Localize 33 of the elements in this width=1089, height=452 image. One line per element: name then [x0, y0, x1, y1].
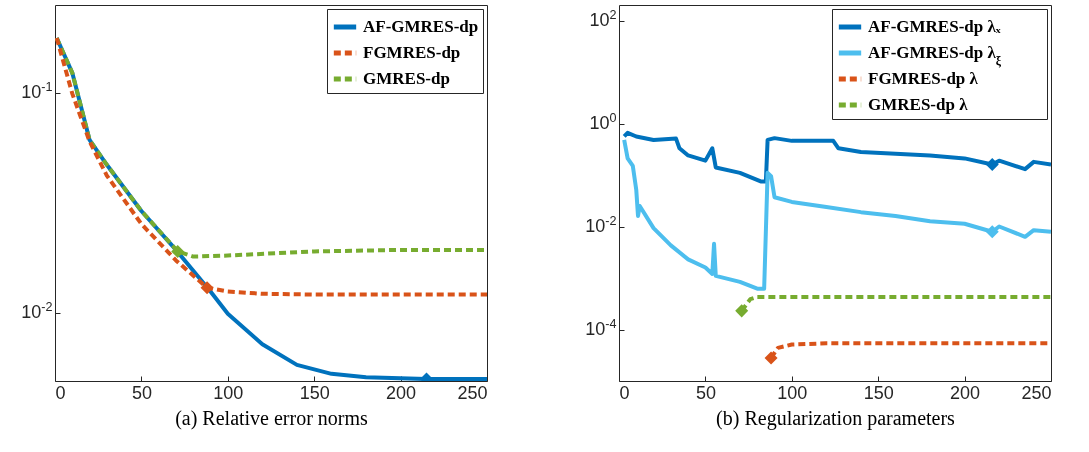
y-tick-label: 10$^{0}$ — [589, 111, 617, 133]
legend-label: AF-GMRES-dp λₓ — [868, 17, 1001, 36]
x-tick-label: 100 — [213, 382, 244, 403]
x-axis-title: (a) Relative error norms — [175, 406, 369, 430]
legend-label: FGMRES-dp — [363, 43, 461, 62]
y-tick-label: 10$^{-1}$ — [21, 80, 53, 103]
x-axis-title: (b) Regularization parameters — [716, 406, 956, 430]
x-tick-label: 0 — [619, 382, 630, 403]
x-tick-label: 200 — [386, 382, 417, 403]
point — [735, 304, 749, 318]
y-tick-label: 10$^{-2}$ — [21, 300, 53, 323]
x-tick-label: 150 — [299, 382, 330, 403]
x-tick-label: 150 — [863, 382, 894, 403]
x-tick-label: 0 — [55, 382, 66, 403]
legend-label: AF-GMRES-dp — [363, 17, 479, 36]
legend-label: AF-GMRES-dp λ$_{ξ}$ — [868, 43, 1002, 68]
x-tick-label: 100 — [777, 382, 808, 403]
x-tick-label: 200 — [950, 382, 981, 403]
point — [985, 157, 999, 172]
x-tick-label: 50 — [131, 382, 152, 403]
point — [985, 225, 999, 239]
y-tick-label: 10$^{-4}$ — [585, 317, 617, 339]
point — [764, 351, 778, 365]
y-tick-label: 10$^{-2}$ — [585, 214, 617, 236]
legend-label: GMRES-dp — [363, 69, 450, 88]
legend-label: FGMRES-dp λ — [868, 69, 979, 88]
x-tick-label: 250 — [457, 382, 488, 403]
line-series — [622, 137, 1051, 291]
legend-label: GMRES-dp λ — [868, 95, 969, 114]
y-tick-label: 10$^{2}$ — [589, 8, 617, 30]
x-tick-label: 50 — [695, 382, 716, 403]
x-tick-label: 250 — [1021, 382, 1052, 403]
line-series — [622, 130, 1051, 184]
